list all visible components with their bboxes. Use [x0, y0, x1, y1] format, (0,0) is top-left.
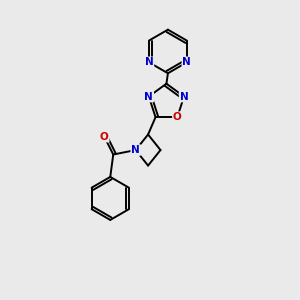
Text: O: O [173, 112, 182, 122]
Text: O: O [100, 132, 109, 142]
Text: N: N [145, 57, 153, 68]
Text: N: N [131, 145, 140, 155]
Text: N: N [182, 57, 191, 68]
Text: N: N [144, 92, 153, 101]
Text: N: N [180, 92, 188, 101]
